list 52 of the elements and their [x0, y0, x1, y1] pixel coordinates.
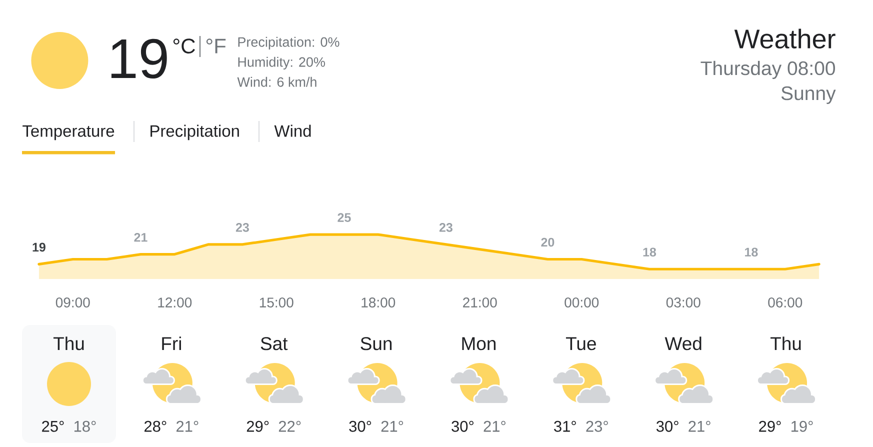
category-label: Thu	[770, 336, 801, 350]
x-tick-label: 09:00	[56, 298, 90, 308]
text: Thursday 08:00	[700, 60, 836, 80]
category-label: Sun	[360, 337, 392, 350]
category-label: Wed	[664, 336, 702, 350]
data-label: 23	[439, 222, 452, 232]
data-label: 21	[134, 232, 148, 242]
text: Weather	[734, 28, 836, 49]
text: 31°	[554, 420, 576, 432]
x-tick-label: 18:00	[362, 298, 396, 308]
data-label: 23	[236, 222, 249, 232]
text: Precipitation	[150, 124, 239, 140]
x-tick-label: 12:00	[158, 298, 192, 308]
x-tick-label: 15:00	[260, 298, 294, 308]
text: 25°	[42, 420, 64, 432]
text: 21°	[688, 420, 710, 432]
category-label: Sat	[260, 337, 288, 350]
x-tick-label: 03:00	[666, 298, 700, 308]
text: Precipitation: 0%	[238, 36, 340, 50]
text: Wind: 6 km/h	[237, 76, 316, 87]
category-label: Mon	[462, 337, 496, 350]
category-label: Tue	[566, 337, 596, 350]
text: °F	[206, 38, 226, 54]
text: 30°	[349, 420, 372, 432]
text: Sunny	[781, 86, 836, 104]
text: 19°	[791, 420, 813, 432]
x-tick-label: 06:00	[768, 298, 802, 308]
text: 22°	[278, 420, 301, 432]
text: 30°	[656, 420, 678, 432]
data-label: 19	[32, 242, 46, 252]
text: 28°	[144, 420, 166, 432]
text: Temperature	[22, 125, 114, 140]
text: 18°	[74, 420, 96, 432]
x-tick-label: 21:00	[463, 298, 497, 308]
text: Wind	[274, 124, 311, 137]
text: Humidity: 20%	[238, 56, 325, 70]
text: 30°	[452, 420, 474, 432]
text: 21°	[176, 420, 198, 432]
text: 21°	[381, 420, 404, 432]
text: 21°	[484, 420, 506, 432]
text: 29°	[759, 420, 781, 432]
data-label: 18	[643, 248, 656, 257]
category-label: Fri	[162, 336, 181, 350]
data-label: 18	[745, 248, 758, 257]
data-label: 20	[541, 238, 554, 247]
data-label: 25	[338, 213, 351, 222]
text: 23°	[586, 420, 608, 432]
text: 29°	[246, 420, 269, 432]
text: 19	[111, 38, 167, 79]
x-tick-label: 00:00	[564, 298, 599, 308]
category-label: Thu	[53, 336, 84, 350]
text: °C	[173, 38, 195, 54]
